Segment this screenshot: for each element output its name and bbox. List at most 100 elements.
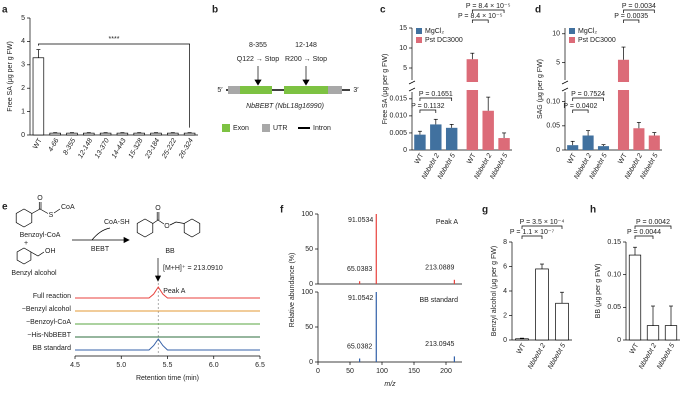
y-axis-label: BB (μg per g FW) bbox=[595, 264, 602, 319]
bracket bbox=[471, 19, 489, 23]
trace bbox=[75, 338, 260, 351]
legend-label: Intron bbox=[313, 125, 331, 132]
p-value: P = 3.5 × 10⁻⁴ bbox=[520, 219, 565, 226]
y-tick-label: 0.05 bbox=[607, 304, 621, 311]
p-value: P = 8.4 × 10⁻⁵ bbox=[458, 13, 503, 20]
enzyme: BEBT bbox=[91, 246, 110, 253]
site-marker bbox=[254, 79, 262, 86]
y-tick-label: 0 bbox=[309, 281, 313, 288]
x-tick-label: 4.5 bbox=[70, 362, 80, 369]
reaction-scheme: O S CoA Benzoyl-CoA + OH Benzyl alcohol … bbox=[11, 195, 223, 282]
y-tick-label: 0.10 bbox=[546, 99, 560, 106]
y-tick-label: 5 bbox=[403, 65, 407, 72]
y-tick-label: 0 bbox=[617, 337, 621, 344]
bar bbox=[633, 128, 645, 150]
trace-label: BB standard bbox=[32, 345, 71, 352]
atom: CoA bbox=[61, 204, 75, 211]
bond bbox=[30, 251, 45, 257]
x-tick-label: 5.5 bbox=[163, 362, 173, 369]
ring bbox=[15, 208, 33, 228]
y-tick-label: 0.05 bbox=[546, 123, 560, 130]
p-value: P = 0.1651 bbox=[419, 91, 453, 98]
ring bbox=[183, 218, 201, 238]
panel-label: e bbox=[2, 202, 8, 213]
atom: O bbox=[155, 205, 161, 212]
x-tick-label: 23-184 bbox=[144, 137, 162, 160]
y-tick-label: 1 bbox=[21, 108, 25, 115]
significance: **** bbox=[109, 36, 120, 43]
mutation-label: R200 → Stop bbox=[285, 56, 327, 63]
bracket bbox=[419, 97, 453, 101]
x-axis-label: Retention time (min) bbox=[136, 375, 199, 382]
y-tick-label: 0 bbox=[21, 132, 25, 139]
x-tick-label: 0 bbox=[316, 368, 320, 375]
legend-swatch bbox=[416, 37, 422, 43]
bar bbox=[83, 132, 95, 136]
axis-break bbox=[407, 82, 513, 90]
legend-label: UTR bbox=[273, 125, 287, 132]
atom: O bbox=[37, 195, 43, 202]
bar bbox=[498, 138, 510, 150]
bar bbox=[555, 302, 569, 341]
axis-break bbox=[561, 87, 569, 92]
bar bbox=[515, 338, 529, 341]
bar bbox=[116, 132, 129, 136]
y-axis-label: Free SA (μg per g FW) bbox=[7, 41, 14, 112]
peak-label: 91.0534 bbox=[348, 217, 373, 224]
bracket bbox=[38, 43, 190, 128]
y-tick-label: 5 bbox=[556, 60, 560, 67]
end-label: 3′ bbox=[353, 87, 359, 94]
y-tick-label: 4 bbox=[503, 288, 507, 295]
panel-label: b bbox=[212, 5, 218, 16]
bracket bbox=[634, 235, 654, 239]
y-tick-label: 8 bbox=[503, 239, 507, 246]
y-axis-label: Benzyl alcohol (μg per g FW) bbox=[491, 246, 498, 336]
y-tick-label: 4 bbox=[21, 38, 25, 45]
p-value: P = 0.0402 bbox=[563, 103, 597, 110]
x-tick-label: WT bbox=[617, 152, 629, 166]
y-tick-label: 50 bbox=[305, 324, 313, 331]
bond bbox=[53, 208, 61, 214]
end-label: 5′ bbox=[217, 87, 223, 94]
peak-label: 65.0383 bbox=[347, 266, 372, 273]
panel-label: a bbox=[2, 5, 8, 16]
bar bbox=[430, 124, 442, 150]
bar bbox=[133, 132, 145, 136]
atom: S bbox=[49, 212, 54, 219]
y-axis-label: Relative abundance (%) bbox=[289, 253, 296, 328]
bracket bbox=[471, 9, 505, 13]
mutation-label: Q122 → Stop bbox=[237, 56, 280, 63]
x-tick-label: 200 bbox=[440, 368, 452, 375]
x-tick-label: 12-148 bbox=[77, 137, 94, 159]
x-tick-label: 150 bbox=[408, 368, 420, 375]
x-tick-label: WT bbox=[516, 342, 528, 356]
legend-swatch bbox=[569, 28, 575, 34]
x-tick-label: WT bbox=[567, 152, 579, 166]
p-value: P = 0.0034 bbox=[622, 3, 656, 10]
y-tick-label: 15 bbox=[399, 25, 407, 32]
legend-label: Pst DC3000 bbox=[425, 37, 463, 44]
legend-label: Pst DC3000 bbox=[578, 37, 616, 44]
p-value: P = 0.0042 bbox=[636, 219, 670, 226]
legend-swatch bbox=[416, 28, 422, 34]
legend-swatch bbox=[569, 37, 575, 43]
bar bbox=[648, 135, 660, 150]
bond bbox=[169, 221, 185, 226]
bracket bbox=[572, 97, 604, 101]
compound-label: Benzyl alcohol bbox=[11, 270, 57, 277]
y-tick-label: 0.10 bbox=[607, 272, 621, 279]
y-tick-label: 10 bbox=[552, 31, 560, 38]
trace-label: −Benzoyl-CoA bbox=[26, 319, 71, 326]
bracket bbox=[521, 235, 543, 239]
bar bbox=[535, 268, 549, 341]
compound-label: Benzoyl-CoA bbox=[20, 232, 61, 239]
bracket bbox=[623, 19, 640, 23]
x-tick-label: WT bbox=[414, 152, 426, 166]
x-tick-label: Nbbebt 2 bbox=[527, 342, 547, 370]
y-tick-label: 3 bbox=[21, 62, 25, 69]
site-label: 12-148 bbox=[295, 42, 317, 49]
panel-label: d bbox=[535, 5, 541, 16]
axis-break bbox=[561, 80, 569, 85]
panel-label: c bbox=[380, 5, 386, 16]
y-tick-label: 100 bbox=[301, 211, 313, 218]
